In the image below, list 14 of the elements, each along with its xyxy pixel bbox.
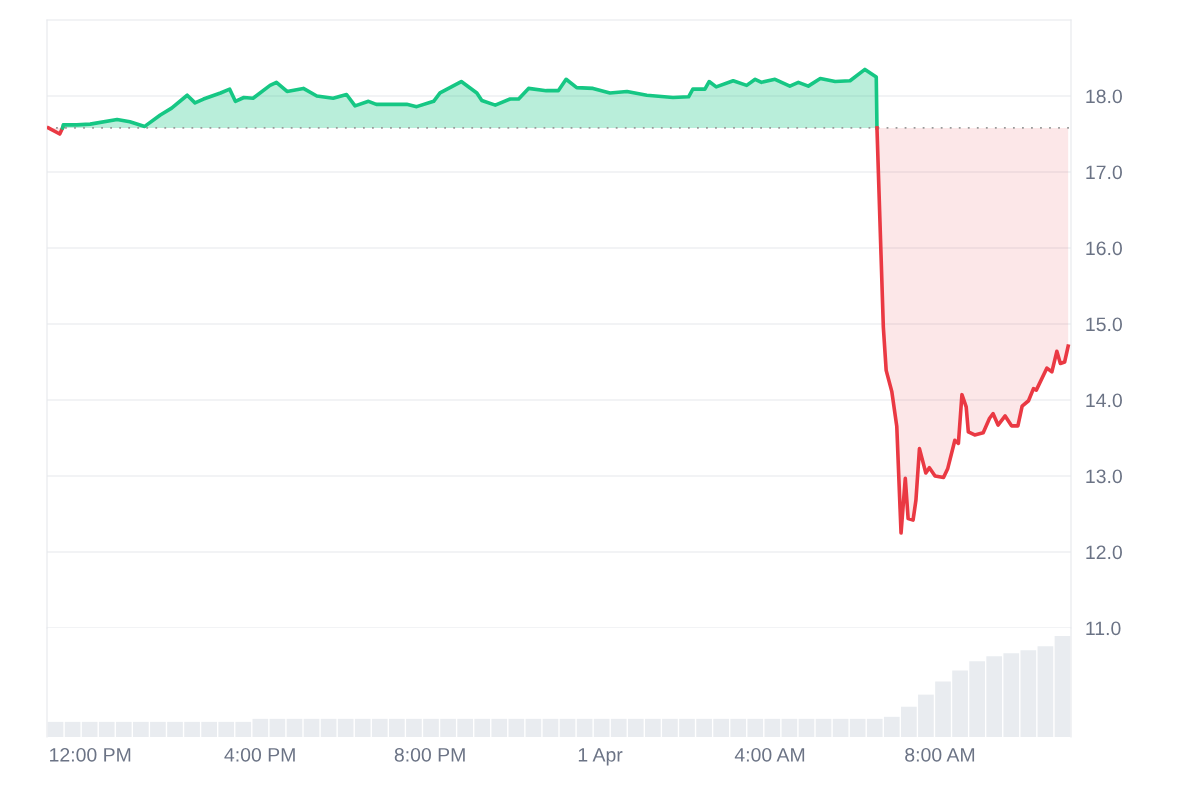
y-tick-label: 15.0: [1086, 317, 1122, 332]
y-tick-label: 13.0: [1086, 469, 1122, 484]
x-tick-label: 4:00 AM: [734, 747, 805, 762]
y-tick-label: 12.0: [1086, 545, 1122, 560]
y-tick-label: 16.0: [1086, 241, 1122, 256]
x-tick-label: 1 Apr: [578, 748, 623, 766]
x-tick-label: 4:00 PM: [224, 747, 295, 762]
x-tick-label: 8:00 AM: [905, 747, 975, 762]
y-tick-label: 11.0: [1086, 621, 1121, 636]
x-tick-label: 12:00 PM: [50, 747, 131, 762]
y-tick-label: 14.0: [1086, 393, 1122, 408]
y-tick-label: 18.0: [1086, 89, 1122, 104]
y-tick-label: 17.0: [1086, 165, 1122, 180]
x-tick-label: 8:00 PM: [394, 747, 465, 762]
